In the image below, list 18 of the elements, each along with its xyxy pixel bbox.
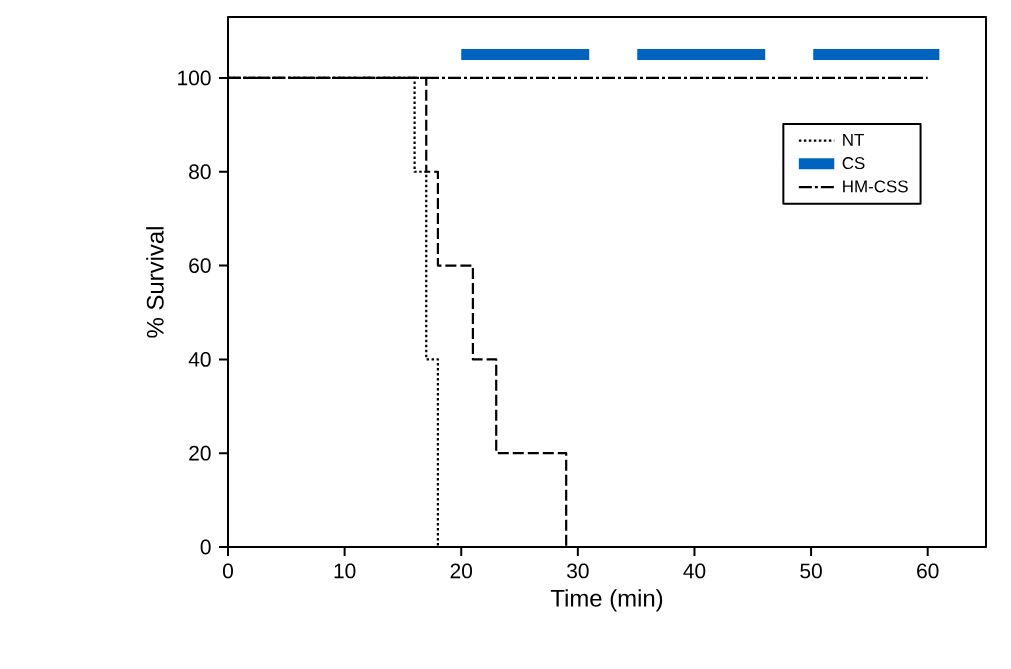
y-tick-label: 60 (189, 258, 211, 273)
x-tick-label: 40 (683, 563, 706, 579)
y-axis-title: % Survival (146, 227, 164, 338)
x-tick-label: 30 (567, 563, 589, 579)
legend-label: CS (842, 157, 865, 170)
x-axis-title: Time (min) (550, 589, 663, 612)
y-tick-label: 40 (188, 351, 211, 367)
x-tick-label: 10 (334, 563, 356, 579)
x-tick-label: 60 (917, 563, 939, 579)
x-tick-label: 20 (450, 563, 473, 579)
x-tick-label: 50 (800, 563, 822, 579)
legend-label: HM-CSS (843, 180, 908, 193)
legend-label: NT (843, 133, 864, 146)
y-tick-label: 80 (189, 164, 211, 180)
x-tick-label: 0 (223, 563, 233, 579)
y-tick-label: 100 (178, 70, 211, 86)
y-tick-label: 0 (200, 539, 211, 555)
y-tick-label: 20 (189, 445, 211, 461)
